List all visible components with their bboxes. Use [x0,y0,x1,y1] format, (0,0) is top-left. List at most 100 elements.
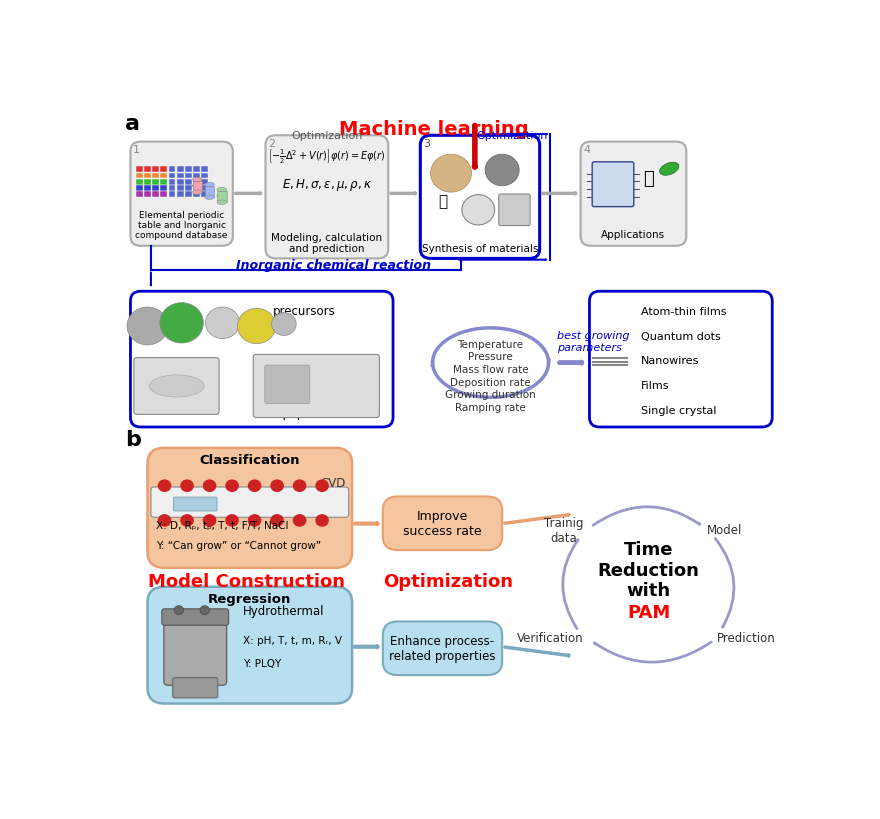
Circle shape [238,309,275,344]
FancyBboxPatch shape [383,497,502,550]
Circle shape [158,480,172,492]
Ellipse shape [205,183,215,188]
Ellipse shape [217,201,227,206]
Bar [160,186,167,192]
Circle shape [248,514,261,527]
Text: 4: 4 [583,145,590,155]
Text: $\left[-\frac{1}{2}\Delta^2+V(r)\right]\varphi(r)=E\varphi(r)$: $\left[-\frac{1}{2}\Delta^2+V(r)\right]\… [268,147,385,165]
Bar [152,174,159,179]
FancyBboxPatch shape [590,292,773,428]
Circle shape [206,308,239,339]
Ellipse shape [217,188,227,192]
Bar [194,174,200,179]
Bar [605,303,611,306]
Bar [152,186,159,192]
FancyBboxPatch shape [172,678,217,698]
Ellipse shape [217,194,227,199]
Bar [202,192,209,198]
FancyBboxPatch shape [591,379,632,393]
Text: Films: Films [641,381,669,391]
Text: Applications: Applications [601,230,665,240]
Bar [605,307,611,311]
Circle shape [595,333,600,339]
FancyBboxPatch shape [148,587,352,704]
FancyBboxPatch shape [592,163,634,207]
Text: b: b [125,429,141,450]
Text: Model Construction: Model Construction [148,572,344,590]
Circle shape [607,333,612,339]
Bar [136,186,143,192]
Bar [160,192,167,198]
Text: Equipment: Equipment [272,407,336,420]
Text: a: a [125,114,140,134]
FancyBboxPatch shape [148,448,352,568]
Bar [177,192,184,198]
Text: PAM: PAM [627,604,671,622]
Bar [177,174,184,179]
Bar [217,192,227,203]
Circle shape [174,606,184,615]
Bar [185,192,192,198]
Bar [177,167,184,173]
FancyBboxPatch shape [164,618,227,686]
Circle shape [127,308,168,346]
Bar [169,179,175,185]
Bar [202,186,209,192]
FancyBboxPatch shape [253,355,379,418]
Text: Ramping rate: Ramping rate [455,402,526,412]
Text: Model: Model [707,524,742,536]
Circle shape [202,480,216,492]
Circle shape [180,514,194,527]
FancyBboxPatch shape [151,487,348,518]
Circle shape [225,514,238,527]
Text: Regression: Regression [209,592,291,605]
Bar [136,192,143,198]
Text: 1: 1 [133,145,140,155]
Text: Y: “Can grow” or “Cannot grow”: Y: “Can grow” or “Cannot grow” [156,541,321,550]
Circle shape [272,314,297,336]
Circle shape [293,480,306,492]
Text: Enhance process-
related properties: Enhance process- related properties [389,635,495,663]
Bar [600,303,605,306]
Bar [612,307,616,311]
Bar [202,167,209,173]
Text: Mass flow rate: Mass flow rate [452,364,528,374]
Ellipse shape [193,184,202,188]
Text: X: D, Rₚ, tₚ, T, t, F/T, NaCl: X: D, Rₚ, tₚ, T, t, F/T, NaCl [156,520,288,530]
Text: CVD: CVD [320,477,345,490]
Circle shape [270,514,284,527]
Bar [144,167,151,173]
Text: Temperature: Temperature [458,339,524,349]
FancyBboxPatch shape [421,136,539,259]
Text: Optimization: Optimization [477,131,548,141]
Circle shape [200,606,209,615]
Bar [177,186,184,192]
Text: Classification: Classification [200,454,300,466]
Text: Machine learning: Machine learning [339,120,529,139]
Text: $E, H, \sigma, \varepsilon, \mu, \rho, \kappa$: $E, H, \sigma, \varepsilon, \mu, \rho, \… [282,177,372,193]
Bar [136,174,143,179]
Text: 3: 3 [423,138,430,148]
Circle shape [248,480,261,492]
Bar [169,192,175,198]
Text: Hydrothermal: Hydrothermal [243,604,325,617]
FancyBboxPatch shape [130,143,233,247]
Bar [144,186,151,192]
Text: best growing
parameters: best growing parameters [557,331,629,352]
FancyBboxPatch shape [383,622,502,676]
Ellipse shape [430,155,472,193]
Ellipse shape [485,155,519,187]
Bar [152,179,159,185]
Text: precursors: precursors [273,305,336,318]
Text: Trainig
data: Trainig data [545,516,584,545]
Bar [185,167,192,173]
Circle shape [225,480,238,492]
Bar [617,311,621,315]
Text: Single crystal: Single crystal [641,405,716,415]
Text: Time
Reduction
with: Time Reduction with [598,541,700,600]
Text: Deposition rate: Deposition rate [451,377,531,387]
Text: Modeling, calculation
and prediction: Modeling, calculation and prediction [271,233,383,254]
Text: Inorganic chemical reaction: Inorganic chemical reaction [236,259,431,272]
FancyBboxPatch shape [266,136,388,259]
Bar [595,311,599,315]
